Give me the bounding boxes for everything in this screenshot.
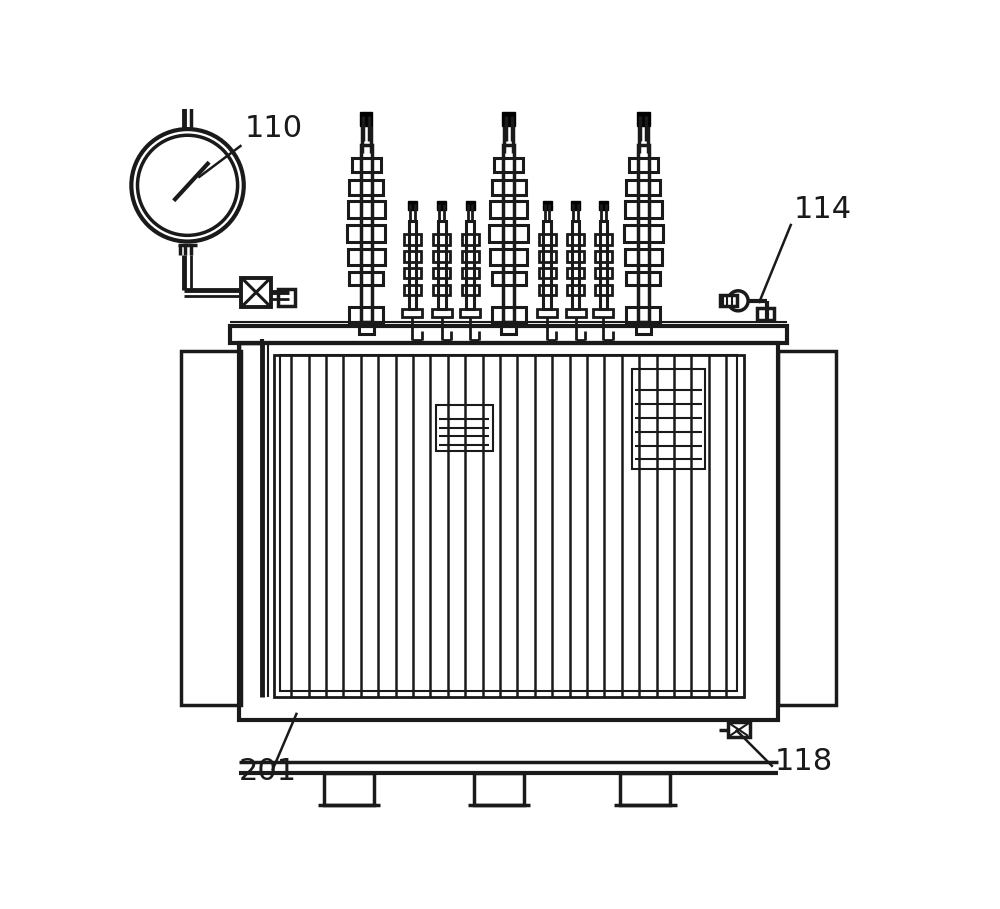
Bar — [632, 368, 705, 469]
Bar — [352, 158, 381, 172]
Bar — [360, 112, 372, 126]
Bar — [466, 221, 474, 309]
Bar — [595, 251, 612, 262]
Bar — [241, 278, 271, 307]
Bar — [636, 323, 651, 334]
Bar — [624, 225, 663, 242]
Bar — [361, 145, 372, 323]
Bar — [274, 355, 744, 697]
Bar — [595, 267, 612, 278]
Bar — [571, 201, 580, 210]
Bar — [408, 201, 417, 210]
Bar — [599, 201, 608, 210]
Bar — [462, 267, 479, 278]
Bar — [593, 309, 613, 317]
Bar — [595, 285, 612, 295]
Bar — [433, 251, 450, 262]
Bar — [358, 323, 374, 334]
Bar — [230, 326, 787, 344]
Bar — [539, 251, 556, 262]
Bar — [757, 308, 774, 320]
Bar — [466, 201, 475, 210]
Bar — [489, 225, 528, 242]
Bar — [492, 307, 526, 323]
Bar — [626, 180, 660, 195]
Bar — [595, 234, 612, 245]
Bar — [280, 355, 737, 691]
Bar — [404, 234, 421, 245]
Bar — [474, 773, 524, 805]
Bar — [404, 267, 421, 278]
Bar — [572, 221, 579, 309]
Bar — [324, 773, 374, 805]
Bar — [409, 221, 416, 309]
Bar — [438, 221, 446, 309]
Bar — [433, 234, 450, 245]
Bar — [436, 405, 493, 451]
Bar — [462, 285, 479, 295]
Bar — [348, 249, 385, 265]
Bar — [460, 309, 480, 317]
Bar — [239, 344, 778, 721]
Text: 114: 114 — [794, 195, 852, 224]
Bar — [462, 234, 479, 245]
Bar — [494, 158, 523, 172]
Bar — [543, 221, 551, 309]
Bar — [539, 285, 556, 295]
Bar — [462, 251, 479, 262]
Bar — [600, 221, 607, 309]
Bar — [501, 323, 516, 334]
Bar — [537, 309, 557, 317]
Bar — [433, 267, 450, 278]
Bar — [490, 202, 527, 218]
Bar — [626, 307, 660, 323]
Bar — [539, 267, 556, 278]
Bar — [492, 272, 526, 285]
Text: 118: 118 — [774, 747, 833, 776]
Text: 110: 110 — [245, 114, 303, 143]
Bar — [566, 309, 586, 317]
Bar — [278, 289, 295, 306]
Bar — [539, 234, 556, 245]
Bar — [567, 285, 584, 295]
Bar — [432, 309, 452, 317]
Bar — [625, 202, 662, 218]
Bar — [349, 180, 383, 195]
Bar — [638, 145, 649, 323]
Bar — [502, 112, 515, 126]
Bar — [620, 773, 670, 805]
Bar — [567, 234, 584, 245]
Bar — [543, 201, 552, 210]
Bar — [728, 722, 750, 737]
Bar — [629, 158, 658, 172]
Bar — [492, 180, 526, 195]
Bar — [567, 267, 584, 278]
Bar — [437, 201, 446, 210]
Bar — [778, 351, 836, 705]
Bar — [720, 295, 737, 306]
Bar — [626, 272, 660, 285]
Bar — [567, 251, 584, 262]
Bar — [433, 285, 450, 295]
Bar — [349, 307, 383, 323]
Bar — [404, 285, 421, 295]
Bar — [347, 225, 385, 242]
Bar — [625, 249, 662, 265]
Bar — [402, 309, 422, 317]
Bar — [490, 249, 527, 265]
Bar — [349, 272, 383, 285]
Bar — [503, 145, 514, 323]
Bar — [348, 202, 385, 218]
Bar — [404, 251, 421, 262]
Text: 201: 201 — [239, 757, 297, 786]
Bar — [637, 112, 650, 126]
Bar — [181, 351, 241, 705]
